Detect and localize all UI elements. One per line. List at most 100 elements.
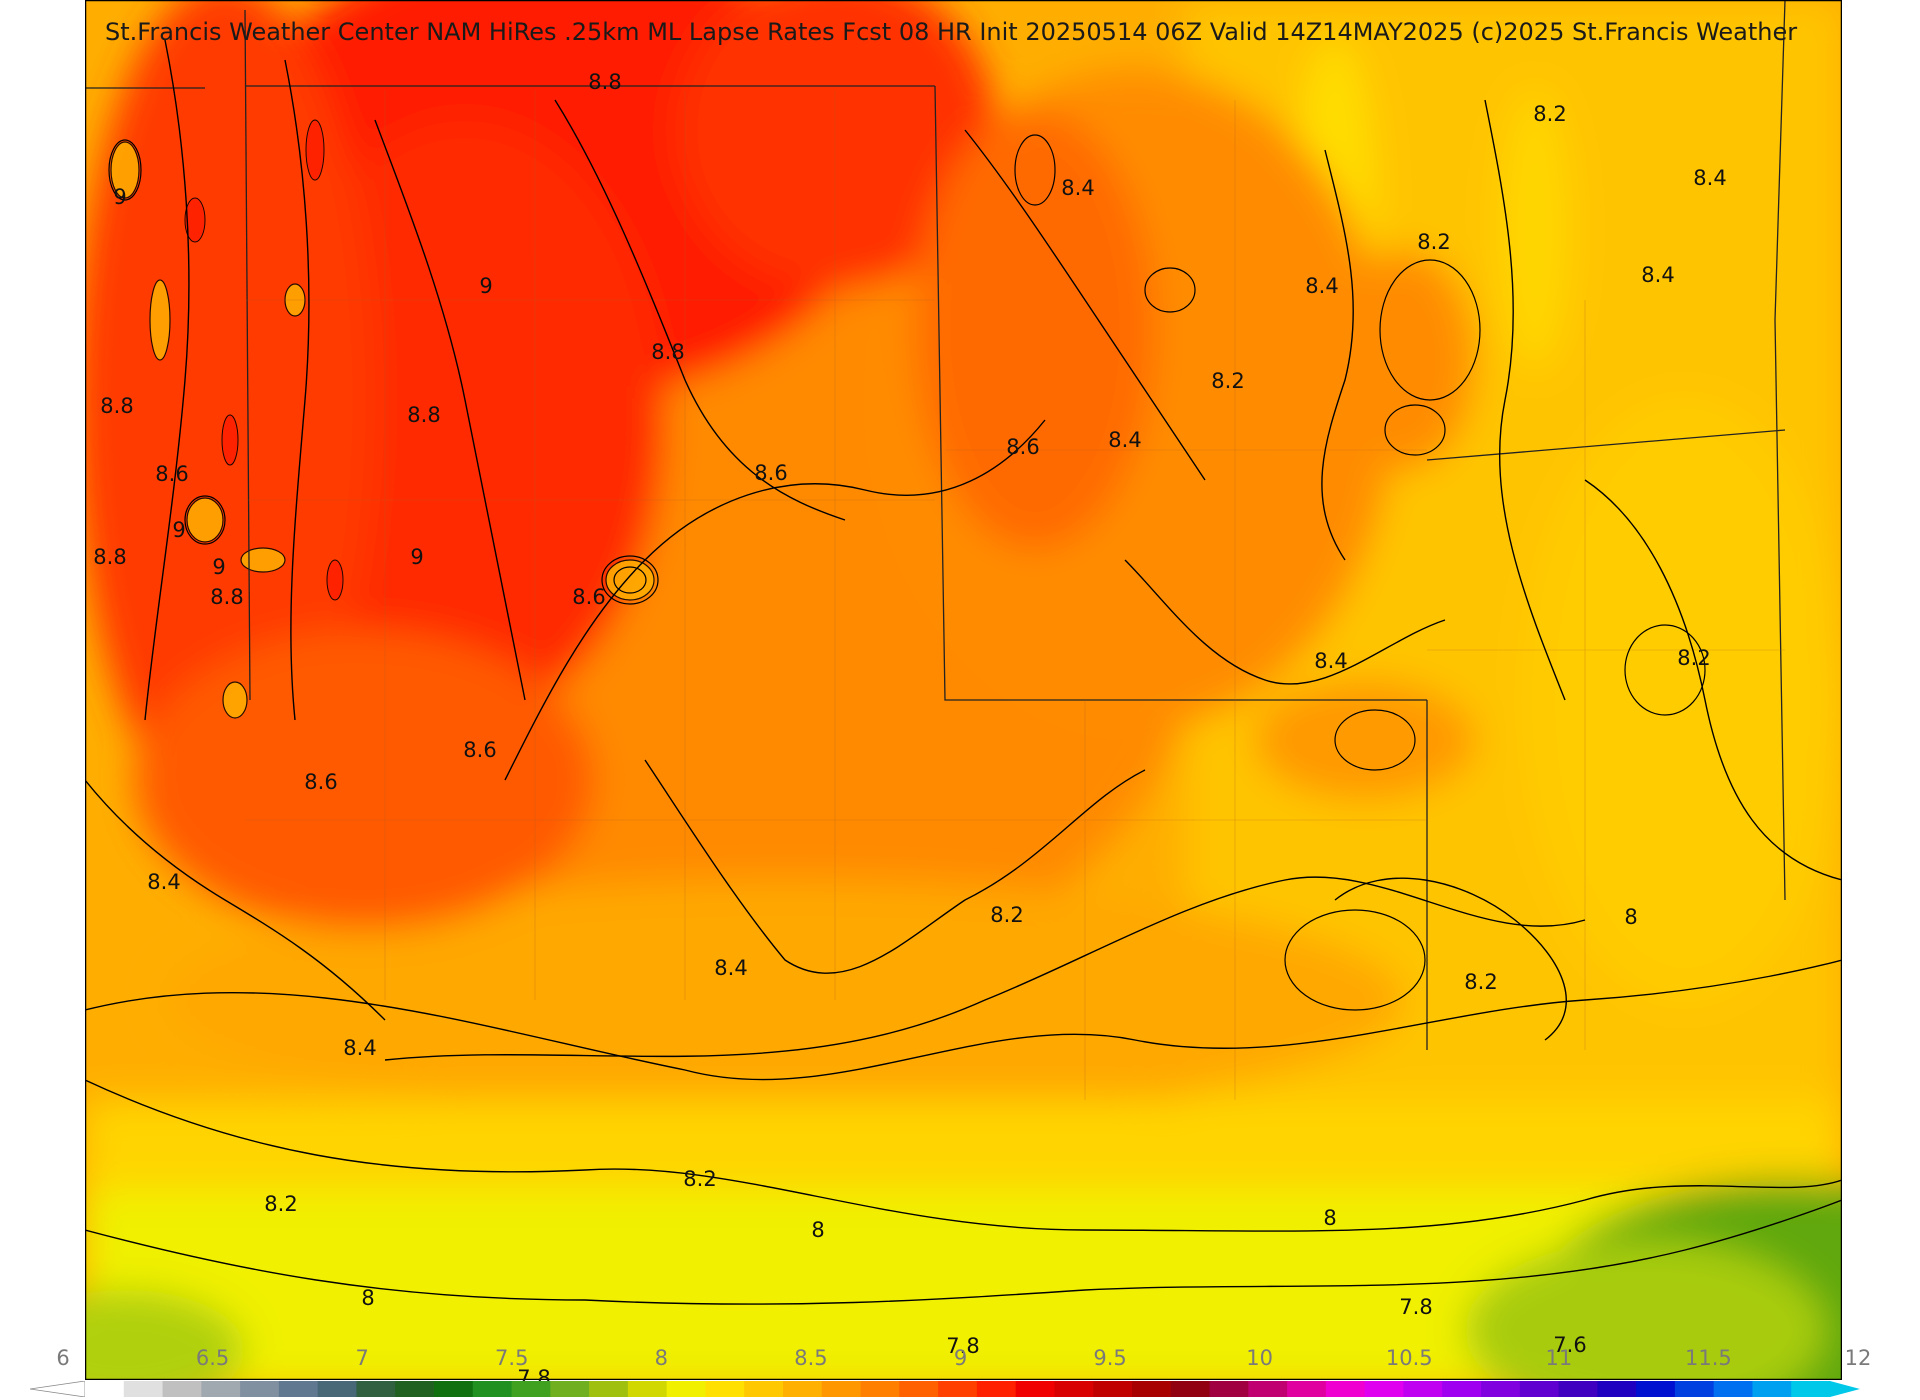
colorbar-cells xyxy=(30,1381,1860,1397)
colorbar-cell xyxy=(1481,1381,1521,1397)
colorbar-cell xyxy=(356,1381,396,1397)
contour-label: 8 xyxy=(1624,905,1638,929)
contour-label: 8.2 xyxy=(1677,646,1711,670)
colorbar-cell xyxy=(783,1381,823,1397)
colorbar-cell xyxy=(589,1381,629,1397)
contour-label: 8.4 xyxy=(1314,649,1348,673)
colorbar-tick-label: 10.5 xyxy=(1385,1346,1433,1370)
contour-label: 9 xyxy=(172,518,186,542)
colorbar-cell xyxy=(1519,1381,1560,1397)
colorbar-cell xyxy=(1597,1381,1637,1397)
colorbar-cell xyxy=(1713,1381,1753,1397)
colorbar-tick-label: 10 xyxy=(1246,1346,1274,1370)
contour-label: 8.4 xyxy=(1693,166,1727,190)
colorbar-cell xyxy=(1132,1381,1172,1397)
colorbar-cell xyxy=(1674,1381,1715,1397)
contour-label: 7.8 xyxy=(946,1334,980,1358)
colorbar-cell xyxy=(550,1381,590,1397)
map-border xyxy=(85,0,1842,1380)
contour-label: 7.6 xyxy=(1553,1333,1587,1357)
colorbar-cell xyxy=(240,1381,280,1397)
contour-label: 8 xyxy=(811,1218,825,1242)
map-frame: St.Francis Weather Center NAM HiRes .25k… xyxy=(85,0,1842,1390)
contour-label: 8.6 xyxy=(304,770,338,794)
contour-label: 8.4 xyxy=(1061,176,1095,200)
contour-label: 8.4 xyxy=(147,870,181,894)
contour-label: 8.8 xyxy=(651,340,685,364)
colorbar-cell xyxy=(278,1381,319,1397)
contour-label: 8.8 xyxy=(588,70,622,94)
contour-label: 8.4 xyxy=(1305,274,1339,298)
colorbar-tick-label: 9 xyxy=(953,1346,968,1370)
contour-label: 9 xyxy=(212,555,226,579)
contour-lines xyxy=(85,39,1842,1305)
colorbar-cell xyxy=(666,1381,706,1397)
contour-label: 8.6 xyxy=(463,738,497,762)
colorbar-cell xyxy=(472,1381,513,1397)
map-title: St.Francis Weather Center NAM HiRes .25k… xyxy=(105,18,1798,46)
colorbar-cell xyxy=(1558,1381,1598,1397)
colorbar-cell xyxy=(1403,1381,1443,1397)
contour-label: 8.2 xyxy=(264,1192,298,1216)
terrain-detail-red xyxy=(184,119,344,601)
county-lines xyxy=(245,90,1785,1100)
state-borders xyxy=(85,0,1786,1050)
colorbar-left-arrow xyxy=(30,1381,86,1397)
contour-label: 8.8 xyxy=(407,403,441,427)
colorbar-tick-label: 9.5 xyxy=(1093,1346,1127,1370)
colorbar-cell xyxy=(860,1381,900,1397)
colorbar-cell xyxy=(1015,1381,1055,1397)
colorbar-cell xyxy=(1442,1381,1482,1397)
colorbar-cell xyxy=(627,1381,668,1397)
colorbar-cell xyxy=(123,1381,164,1397)
colorbar-cell xyxy=(162,1381,202,1397)
colorbar-cell xyxy=(705,1381,745,1397)
contour-label: 7.8 xyxy=(1399,1295,1433,1319)
colorbar-cell xyxy=(201,1381,241,1397)
colorbar-cell xyxy=(1248,1381,1288,1397)
colorbar-tick-label: 6 xyxy=(56,1346,70,1370)
colorbar-cell xyxy=(1209,1381,1249,1397)
colorbar-cell xyxy=(976,1381,1017,1397)
contour-rings xyxy=(108,134,1706,1011)
colorbar-tick-label: 12 xyxy=(1844,1346,1872,1370)
contour-label: 8.2 xyxy=(683,1167,717,1191)
contour-label: 9 xyxy=(410,545,424,569)
contour-label: 8.2 xyxy=(1464,970,1498,994)
colorbar-right-arrow xyxy=(1830,1381,1860,1397)
contour-label: 9 xyxy=(479,274,493,298)
contour-label: 8.6 xyxy=(155,462,189,486)
contour-label: 8.8 xyxy=(210,585,244,609)
contour-label: 8.2 xyxy=(1417,230,1451,254)
contour-label: 8.6 xyxy=(754,461,788,485)
colorbar-tick-label: 8 xyxy=(654,1346,669,1370)
contour-label: 8.4 xyxy=(1108,428,1142,452)
colorbar-cell xyxy=(85,1381,125,1397)
colorbar-cell xyxy=(1325,1381,1366,1397)
contour-label: 8 xyxy=(1323,1206,1337,1230)
colorbar-cell xyxy=(511,1381,551,1397)
colorbar-tick-label: 8.5 xyxy=(794,1346,828,1370)
colorbar-tick-label: 7.5 xyxy=(495,1346,529,1370)
contour-label: 8.2 xyxy=(990,903,1024,927)
colorbar-tick-label: 7 xyxy=(355,1346,369,1370)
contour-label: 8.8 xyxy=(100,394,134,418)
contour-label: 8 xyxy=(361,1286,375,1310)
color-field xyxy=(85,0,1842,1380)
colorbar-cell xyxy=(1364,1381,1404,1397)
colorbar-cell xyxy=(1752,1381,1792,1397)
contour-label: 8.4 xyxy=(343,1036,377,1060)
colorbar-cell xyxy=(938,1381,978,1397)
contour-label: 8.4 xyxy=(714,956,748,980)
colorbar-tick-label: 11.5 xyxy=(1685,1346,1732,1370)
contour-label: 8.4 xyxy=(1641,263,1675,287)
colorbar-cell xyxy=(1093,1381,1133,1397)
colorbar-tick-label: 6.5 xyxy=(195,1346,230,1370)
colorbar-cell xyxy=(821,1381,862,1397)
colorbar-cell xyxy=(1791,1381,1831,1397)
colorbar-cell xyxy=(434,1381,474,1397)
contour-label: 8.6 xyxy=(1006,435,1040,459)
colorbar-tick-label: 11 xyxy=(1545,1346,1573,1370)
contour-label: 9 xyxy=(113,185,127,209)
colorbar-cell xyxy=(395,1381,435,1397)
